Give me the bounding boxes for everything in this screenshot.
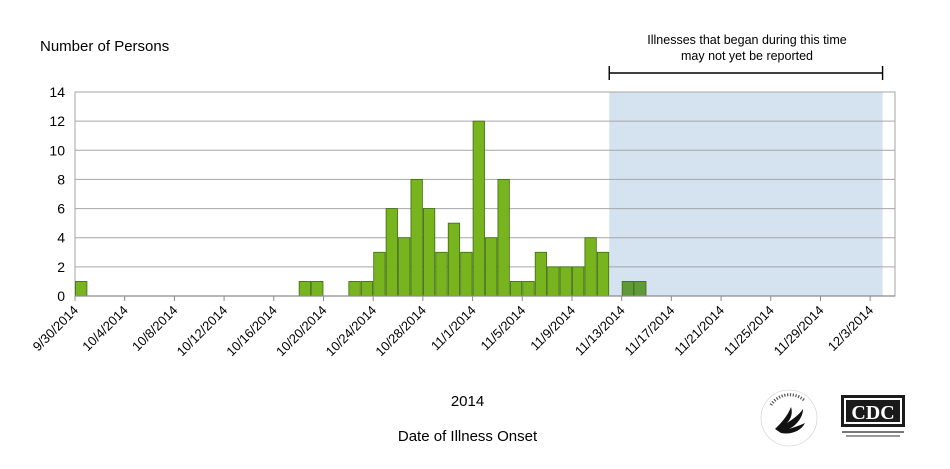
y-tick-label: 2 <box>57 259 65 275</box>
shaded-region <box>609 92 883 296</box>
bar <box>398 237 411 297</box>
bar <box>547 266 560 297</box>
bar <box>522 281 535 297</box>
bar <box>509 281 523 297</box>
bar <box>422 208 436 297</box>
bar <box>584 237 597 297</box>
x-tick-label: 10/8/2014 <box>129 303 181 355</box>
bar <box>472 120 485 297</box>
bar <box>621 281 634 297</box>
x-tick-label: 11/9/2014 <box>527 303 578 354</box>
x-tick-label: 11/29/2014 <box>771 303 827 359</box>
y-axis-title: Number of Persons <box>40 38 170 55</box>
x-tick-label: 11/13/2014 <box>572 303 628 359</box>
y-tick-label: 6 <box>57 201 65 217</box>
x-axis-title: Date of Illness Onset <box>397 428 538 445</box>
bar <box>385 208 398 297</box>
x-tick-label: 11/1/2014 <box>428 303 479 354</box>
bar <box>572 266 585 297</box>
y-tick-label: 8 <box>57 171 65 187</box>
bar <box>534 251 548 297</box>
bar <box>485 237 498 297</box>
x-axis-year: 2014 <box>450 393 485 410</box>
svg-text:CDC: CDC <box>851 402 894 424</box>
bar <box>447 222 461 297</box>
x-tick-label: 11/5/2014 <box>478 303 529 354</box>
bar <box>298 281 311 297</box>
bar <box>75 281 88 297</box>
x-tick-label: 10/28/2014 <box>372 303 429 360</box>
x-tick-label: 11/25/2014 <box>721 303 777 359</box>
x-tick-label: 12/3/2014 <box>825 303 877 355</box>
cdc-logo: CDC <box>841 395 905 437</box>
hhs-logo <box>760 389 818 447</box>
bar <box>311 281 324 297</box>
x-tick-label: 10/24/2014 <box>323 303 380 360</box>
y-tick-label: 4 <box>57 230 65 246</box>
x-tick-label: 9/30/2014 <box>30 303 82 355</box>
x-tick-label: 10/16/2014 <box>223 303 280 360</box>
bar <box>596 251 610 297</box>
x-tick-label: 11/17/2014 <box>622 303 678 359</box>
bar <box>373 251 386 297</box>
x-tick-label: 10/20/2014 <box>273 303 330 360</box>
bar <box>410 179 423 297</box>
bar <box>460 251 473 297</box>
bar <box>435 251 448 297</box>
x-tick-label: 10/12/2014 <box>174 303 231 360</box>
x-tick-label: 10/4/2014 <box>79 303 131 355</box>
bar <box>497 179 510 297</box>
bar <box>634 281 647 297</box>
bar <box>559 266 572 297</box>
x-tick-label: 11/21/2014 <box>671 303 727 359</box>
bar <box>360 281 374 297</box>
y-tick-label: 0 <box>57 288 65 304</box>
shaded-region-note: Illnesses that began during this time ma… <box>647 33 847 63</box>
y-tick-label: 14 <box>49 84 65 100</box>
y-tick-label: 12 <box>49 113 65 129</box>
bar <box>348 281 361 297</box>
y-tick-label: 10 <box>49 142 65 158</box>
